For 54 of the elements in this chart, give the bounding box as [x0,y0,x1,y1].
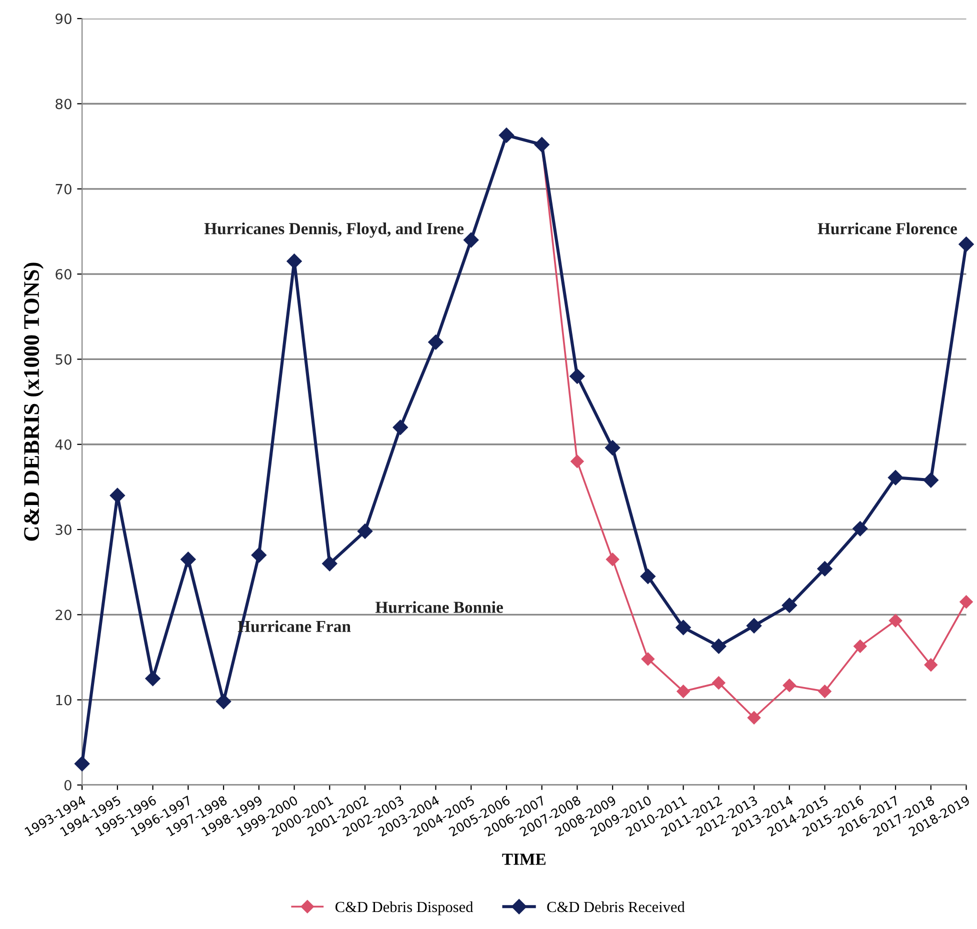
point [888,470,904,486]
legend-label: C&D Debris Received [547,901,685,912]
point [322,556,338,572]
y-tick-label: 10 [56,694,72,706]
point [74,756,90,772]
point [392,420,408,435]
point [782,598,797,613]
point [641,652,655,666]
point [464,232,479,248]
point [180,552,196,567]
point [216,694,232,710]
point [428,334,444,350]
y-tick-label: 50 [56,354,72,365]
point [746,618,762,634]
point [606,552,620,566]
point [145,670,160,686]
y-axis-title: C&D DEBRIS (x1000 TONS) [23,262,44,541]
point [357,524,373,539]
point [958,236,974,252]
point [923,472,938,488]
annotation: Hurricanes Dennis, Floyd, and Irene [204,222,464,238]
y-tick-label: 40 [55,439,72,450]
point [110,488,126,504]
y-tick-label: 30 [56,524,72,536]
y-tick-label: 90 [56,14,72,24]
point [570,368,585,384]
point [782,678,796,692]
legend-label: C&D Debris Disposed [336,901,474,916]
y-tick-label: 70 [56,184,72,194]
x-axis-title: TIME [502,854,546,865]
point [888,614,902,628]
point [852,521,868,536]
annotation: Hurricane Bonnie [375,601,503,613]
point [676,684,690,698]
point [570,454,584,468]
point [712,676,726,690]
point [817,561,832,576]
point [960,595,973,609]
point [605,440,620,456]
point [854,640,867,653]
point [711,638,726,654]
point [498,128,514,143]
point [251,548,266,563]
annotation: Hurricane Florence [818,222,957,234]
point [640,568,656,584]
point [286,254,302,269]
point [818,684,832,698]
y-tick-label: 20 [56,610,72,620]
y-tick-label: 0 [64,780,72,790]
point [924,658,938,672]
point [676,620,691,636]
y-tick-label: 80 [56,98,72,110]
y-tick-label: 60 [56,269,72,280]
point [747,711,761,724]
